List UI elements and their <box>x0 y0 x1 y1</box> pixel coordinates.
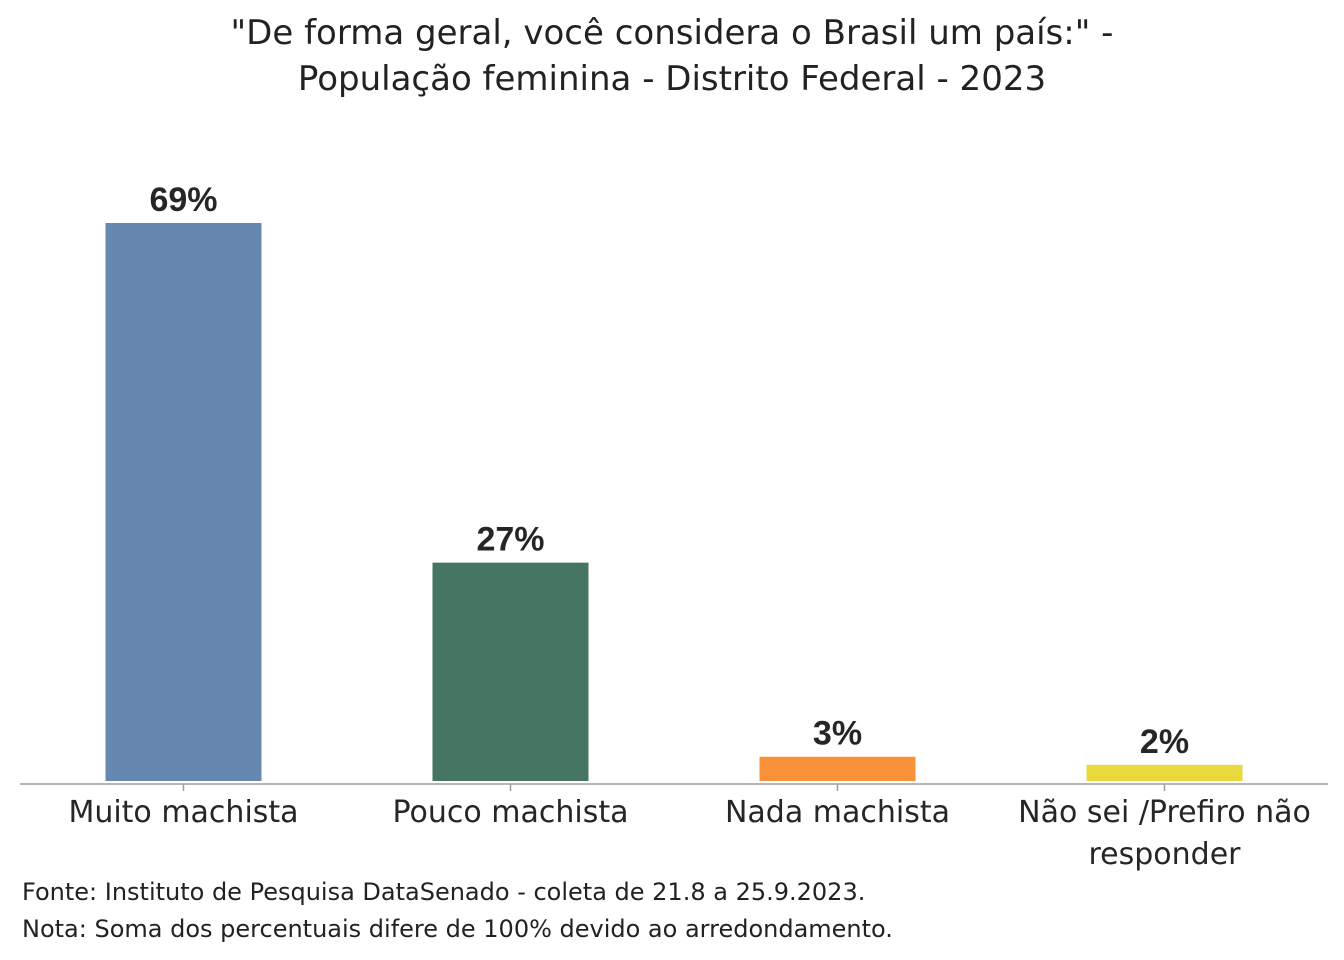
data-label: 27% <box>476 521 544 559</box>
source-note: Fonte: Instituto de Pesquisa DataSenado … <box>22 878 866 906</box>
bar-chart: 69% Muito machista 27% Pouco machista 3% Nada… <box>20 181 1328 872</box>
x-tick-label: Pouco machista <box>392 795 628 830</box>
chart-title-line-1: "De forma geral, você considera o Brasil… <box>230 13 1114 53</box>
chart-title-line-2: População feminina - Distrito Federal - … <box>297 59 1047 99</box>
x-tick-label: Muito machista <box>68 795 298 830</box>
bar <box>105 223 262 781</box>
x-tick-label: Nada machista <box>725 795 950 830</box>
rounding-note: Nota: Soma dos percentuais difere de 100… <box>22 915 893 943</box>
bar <box>432 562 589 781</box>
x-tick-label: responder <box>1088 837 1241 872</box>
data-label: 2% <box>1140 723 1189 761</box>
bar <box>759 756 916 781</box>
x-tick-label: Não sei /Prefiro não <box>1018 795 1311 830</box>
data-label: 3% <box>813 715 862 753</box>
chart-title: "De forma geral, você considera o Brasil… <box>0 10 1344 102</box>
data-label: 69% <box>149 181 217 219</box>
chart-notes: Fonte: Instituto de Pesquisa DataSenado … <box>22 874 893 948</box>
bar <box>1086 764 1243 781</box>
